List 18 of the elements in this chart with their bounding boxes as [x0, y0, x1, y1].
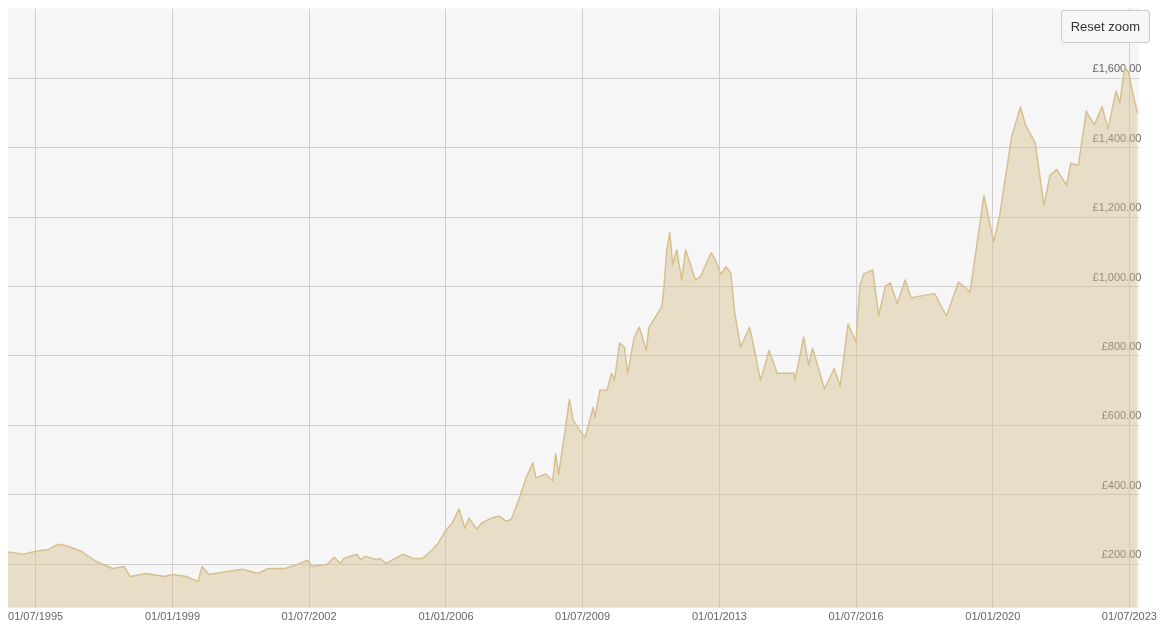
- y-tick-label: £400.00: [1101, 478, 1142, 491]
- x-tick-label: 01/01/2020: [965, 610, 1021, 623]
- reset-zoom-button: Reset zoom: [1060, 10, 1150, 43]
- x-tick-label: 01/01/2006: [418, 610, 474, 623]
- y-tick-label: £800.00: [1101, 339, 1142, 352]
- y-tick-label: £1,200.00: [1092, 201, 1142, 214]
- y-tick-label: £200.00: [1101, 548, 1142, 561]
- x-tick-label: 01/07/2016: [828, 610, 884, 623]
- x-tick-label: 01/07/2009: [555, 610, 611, 623]
- x-tick-label: 01/07/2002: [281, 610, 337, 623]
- x-tick-label: 01/07/1995: [8, 610, 64, 623]
- x-tick-label: 01/01/1999: [144, 610, 201, 623]
- y-tick-label: £1,600.00: [1092, 62, 1142, 75]
- y-tick-label: £1,000.00: [1092, 270, 1142, 283]
- y-tick-label: £1,400.00: [1092, 131, 1142, 144]
- x-tick-label: 01/07/2023: [1101, 610, 1157, 623]
- x-tick-label: 01/01/2013: [691, 610, 747, 623]
- y-tick-label: £600.00: [1101, 409, 1142, 422]
